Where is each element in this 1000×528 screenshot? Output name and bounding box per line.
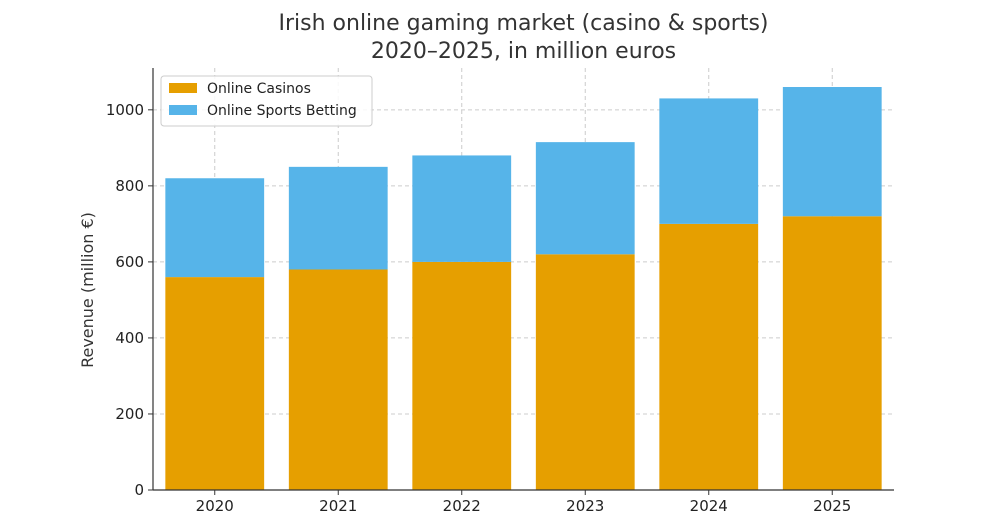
y-axis-title: Revenue (million €)	[78, 212, 97, 368]
bars	[165, 87, 882, 490]
legend-swatch-casinos	[169, 83, 197, 93]
legend-label-sports-betting: Online Sports Betting	[207, 103, 357, 119]
x-tick-label-2025: 2025	[813, 497, 851, 515]
y-tick-label: 0	[134, 481, 144, 499]
chart-title: Irish online gaming market (casino & spo…	[153, 10, 894, 66]
bar-casinos-2021	[288, 269, 388, 490]
x-tick-label-2021: 2021	[319, 497, 357, 515]
x-tick-label-2020: 2020	[196, 497, 234, 515]
bar-sports-betting-2025	[782, 87, 882, 217]
bar-casinos-2020	[165, 277, 265, 490]
bar-sports-betting-2023	[535, 142, 635, 255]
x-tick-label-2022: 2022	[443, 497, 481, 515]
bar-sports-betting-2020	[165, 178, 265, 278]
bar-casinos-2022	[412, 261, 512, 490]
y-tick-label: 400	[115, 329, 144, 347]
bar-sports-betting-2021	[288, 166, 388, 270]
axes	[148, 68, 894, 495]
bar-casinos-2025	[782, 216, 882, 490]
bar-sports-betting-2024	[659, 98, 759, 224]
legend-box	[160, 75, 373, 127]
y-tick-label: 800	[115, 177, 144, 195]
bar-casinos-2024	[659, 223, 759, 490]
y-tick-label: 200	[115, 405, 144, 423]
chart-title-line-2: 2020–2025, in million euros	[370, 39, 677, 64]
bar-sports-betting-2022	[412, 155, 512, 262]
tick-labels: 0 200 400 600 800 1000 2020 2021 2022 2023 2024 202…	[106, 101, 852, 515]
legend: Online Casinos Online Sports Betting	[160, 75, 373, 127]
y-tick-label: 1000	[106, 101, 144, 119]
legend-label-casinos: Online Casinos	[207, 81, 311, 97]
y-tick-label: 600	[115, 253, 144, 271]
legend-swatch-sports-betting	[169, 105, 197, 115]
x-tick-label-2023: 2023	[566, 497, 604, 515]
x-tick-label-2024: 2024	[690, 497, 728, 515]
bar-casinos-2023	[535, 254, 635, 490]
chart-title-line-1: Irish online gaming market (casino & spo…	[278, 11, 769, 36]
